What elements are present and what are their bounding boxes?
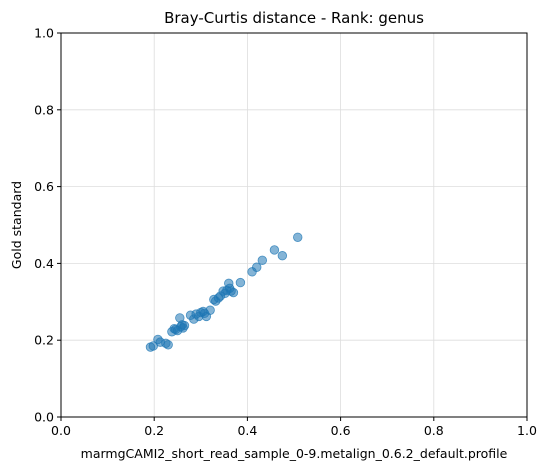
y-axis-ticks: 0.0 0.2 0.4 0.6 0.8 1.0 <box>34 26 61 425</box>
data-point <box>179 320 190 331</box>
x-tick-label: 0.0 <box>51 423 71 438</box>
data-point <box>269 245 280 255</box>
y-tick-label: 0.2 <box>34 333 54 348</box>
y-tick-label: 0.8 <box>34 102 54 117</box>
data-point <box>277 251 288 261</box>
data-point <box>252 262 262 272</box>
data-point <box>257 255 268 266</box>
x-tick-label: 0.2 <box>144 423 164 438</box>
data-points <box>145 232 303 352</box>
x-tick-label: 0.8 <box>424 423 444 438</box>
x-tick-label: 1.0 <box>517 423 537 438</box>
y-tick-label: 1.0 <box>34 26 54 41</box>
y-tick-label: 0.4 <box>34 256 54 271</box>
data-point <box>205 305 215 315</box>
x-axis-ticks: 0.0 0.2 0.4 0.6 0.8 1.0 <box>51 417 537 438</box>
chart-title: Bray-Curtis distance - Rank: genus <box>164 9 424 27</box>
data-point <box>228 287 239 298</box>
data-point <box>163 340 173 350</box>
data-point <box>235 277 246 288</box>
plot-area-frame <box>60 32 528 418</box>
x-axis-label: marmgCAMI2_short_read_sample_0-9.metalig… <box>81 446 508 461</box>
y-tick-label: 0.0 <box>34 410 54 425</box>
grid-lines <box>60 32 528 418</box>
y-tick-label: 0.6 <box>34 179 54 194</box>
x-tick-label: 0.6 <box>331 423 351 438</box>
x-tick-label: 0.4 <box>237 423 257 438</box>
y-axis-label: Gold standard <box>9 181 24 269</box>
data-point <box>293 232 303 242</box>
